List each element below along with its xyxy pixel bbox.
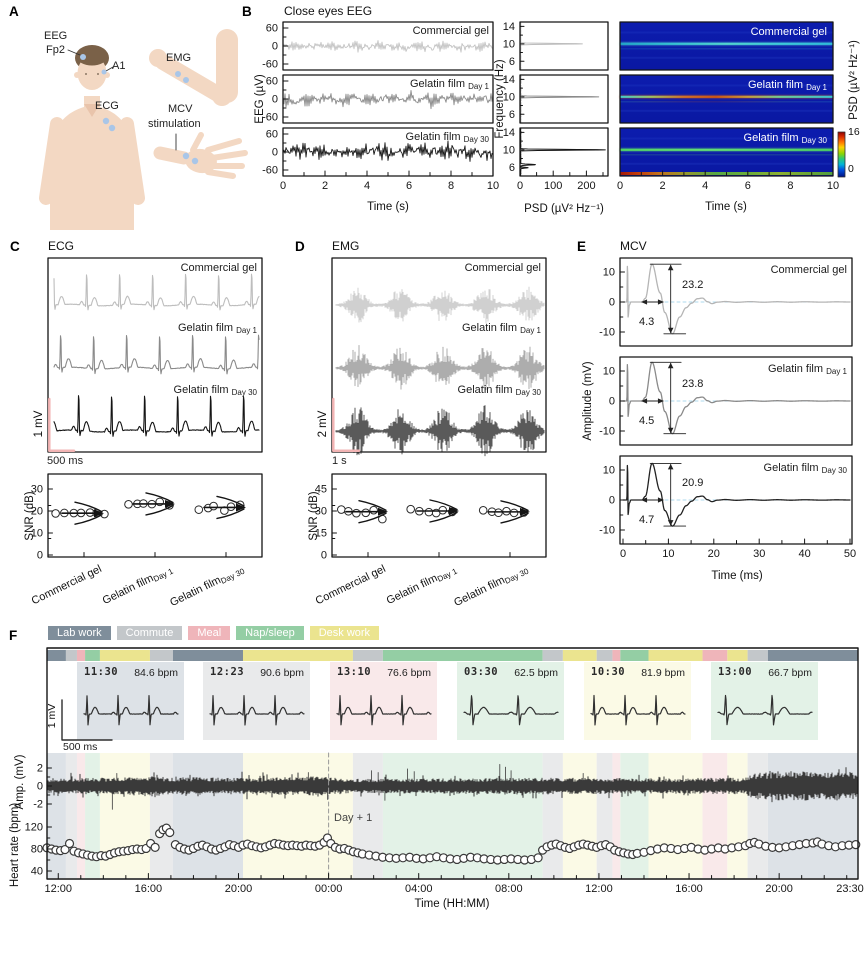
mcv-trace-label: Gelatin film Day 1 [768, 363, 847, 376]
ecg-snippet-card: 11:30 84.6 bpm [77, 662, 184, 740]
emg-snr-y-label: SNR (dB) [308, 491, 320, 541]
spectrogram-label: Commercial gel [750, 26, 827, 38]
eeg-x-axis-label: Time (s) [367, 201, 409, 213]
snippet-bpm: 90.6 bpm [260, 667, 304, 679]
ecg-snr-y-label: SNR (dB) [24, 491, 36, 541]
snippet-time: 13:10 [337, 666, 372, 678]
psd-y-axis-label: Frequency (Hz) [494, 59, 506, 139]
mcv-latency-annotation: 4.3 [639, 316, 655, 328]
longterm-x-axis-label: Time (HH:MM) [414, 898, 490, 910]
panel-letter-d: D [295, 239, 305, 254]
mcv-trace-label: Gelatin film Day 30 [763, 462, 847, 475]
snippet-time: 11:30 [84, 666, 119, 678]
colorbar-axis-label: PSD (µV² Hz⁻¹) [848, 40, 860, 120]
panel-letter-b: B [242, 4, 252, 19]
snippet-bpm: 76.6 bpm [387, 667, 431, 679]
label-a1: A1 [112, 60, 126, 72]
panel-letter-f: F [9, 628, 18, 643]
colorbar-min: 0 [848, 163, 854, 175]
mcv-pp-annotation: 20.9 [682, 477, 704, 489]
ecg-trace-label: Commercial gel [180, 262, 257, 274]
activity-legend: Lab work Commute Meal Nap/sleep Desk wor… [48, 626, 380, 640]
ecg-trace-label: Gelatin film Day 30 [173, 384, 257, 397]
ecg-snippet-card: 12:23 90.6 bpm [203, 662, 310, 740]
mcv-x-axis-label: Time (ms) [711, 570, 763, 582]
ecg-snippet-card: 13:00 66.7 bpm [711, 662, 818, 740]
longterm-scale-voltage: 1 mV [46, 703, 58, 729]
emg-scale-voltage: 2 mV [317, 410, 329, 438]
panel-d-title: EMG [332, 239, 360, 253]
ecg-snippet-card: 13:10 76.6 bpm [330, 662, 437, 740]
snippet-time: 12:23 [210, 666, 245, 678]
snippet-bpm: 81.9 bpm [641, 667, 685, 679]
legend-commute: Commute [116, 626, 183, 640]
amp-y-axis-label: Amp. (mV) [14, 754, 26, 810]
panel-e-title: MCV [620, 239, 647, 253]
ecg-trace-label: Gelatin film Day 1 [178, 322, 257, 335]
legend-meal: Meal [188, 626, 231, 640]
mcv-pp-annotation: 23.2 [682, 279, 704, 291]
label-ecg: ECG [95, 100, 119, 112]
eeg-trace-label: Gelatin film Day 1 [410, 78, 489, 91]
mcv-latency-annotation: 4.7 [639, 514, 655, 526]
emg-trace-label: Gelatin film Day 30 [457, 384, 541, 397]
snippet-time: 03:30 [464, 666, 499, 678]
label-fp2: Fp2 [46, 44, 65, 56]
mcv-trace-label: Commercial gel [770, 264, 847, 276]
panel-letter-c: C [10, 239, 20, 254]
eeg-y-axis-label: EEG (µV) [254, 74, 266, 124]
ecg-snippet-card: 03:30 62.5 bpm [457, 662, 564, 740]
emg-trace-label: Gelatin film Day 1 [462, 322, 541, 335]
panel-b-title: Close eyes EEG [284, 4, 373, 18]
eeg-trace-label: Commercial gel [412, 25, 489, 37]
snippet-time: 13:00 [718, 666, 753, 678]
panel-c-title: ECG [48, 239, 75, 253]
legend-lab-work: Lab work [48, 626, 111, 640]
label-stimulation: stimulation [148, 118, 201, 130]
longterm-scale-time: 500 ms [63, 741, 98, 753]
mcv-latency-annotation: 4.5 [639, 415, 655, 427]
emg-scale-time: 1 s [332, 455, 347, 467]
mcv-y-axis-label: Amplitude (mV) [582, 361, 594, 441]
label-mcv: MCV [168, 103, 193, 115]
ecg-snippet-card: 10:30 81.9 bpm [584, 662, 691, 740]
spectrogram-x-axis-label: Time (s) [705, 201, 747, 213]
emg-trace-label: Commercial gel [464, 262, 541, 274]
label-eeg: EEG [44, 30, 68, 42]
panel-letter-e: E [577, 239, 587, 254]
eeg-trace-label: Gelatin film Day 30 [405, 131, 489, 144]
snippet-bpm: 66.7 bpm [768, 667, 812, 679]
ecg-scale-voltage: 1 mV [33, 410, 45, 438]
snippet-bpm: 84.6 bpm [134, 667, 178, 679]
spectrogram-label: Gelatin film Day 30 [743, 132, 827, 145]
snippet-bpm: 62.5 bpm [514, 667, 558, 679]
panel-letter-a: A [9, 4, 19, 19]
hr-y-axis-label: Heart rate (bpm) [9, 802, 21, 888]
ecg-scale-time: 500 ms [47, 455, 84, 467]
mcv-pp-annotation: 23.8 [682, 378, 704, 390]
legend-nap-sleep: Nap/sleep [236, 626, 304, 640]
psd-x-axis-label: PSD (µV² Hz⁻¹) [524, 203, 604, 215]
spectrogram-label: Gelatin film Day 1 [748, 79, 827, 92]
day-marker-label: Day + 1 [334, 812, 373, 824]
legend-desk-work: Desk work [309, 626, 380, 640]
label-emg: EMG [166, 52, 192, 64]
colorbar-max: 16 [848, 126, 860, 138]
snippet-time: 10:30 [591, 666, 626, 678]
